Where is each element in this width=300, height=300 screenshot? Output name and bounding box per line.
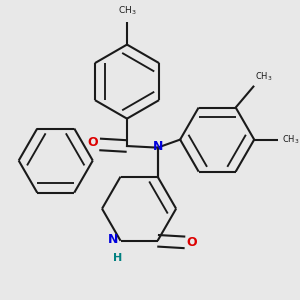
Text: O: O <box>187 236 197 249</box>
Text: CH$_3$: CH$_3$ <box>118 5 136 17</box>
Text: N: N <box>153 140 164 154</box>
Text: CH$_3$: CH$_3$ <box>282 133 299 146</box>
Text: N: N <box>108 233 118 246</box>
Text: CH$_3$: CH$_3$ <box>255 71 273 83</box>
Text: H: H <box>113 254 123 263</box>
Text: O: O <box>87 136 98 149</box>
